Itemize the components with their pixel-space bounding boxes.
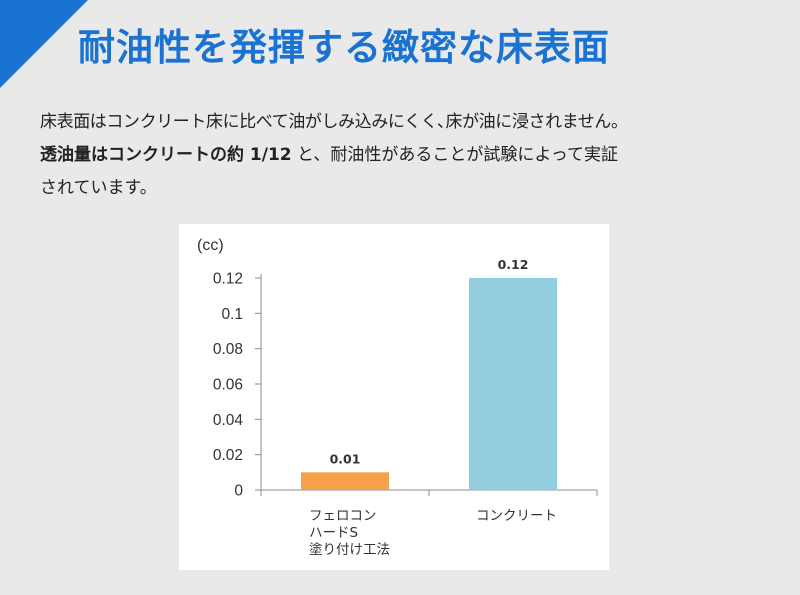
category-label: フェロコン: [309, 508, 377, 524]
y-tick-label: 0.1: [221, 306, 243, 323]
bar-chart: (cc) 0 0.02 0.04 0.06 0.08 0.1 0.12 0.01 フェロコンハード…: [197, 237, 598, 558]
category-label: ハードS: [309, 525, 358, 541]
description-line-2-rest: と、耐油性があることが試験によって実証: [291, 145, 618, 165]
y-tick-label: 0: [234, 483, 243, 500]
page-title: 耐油性を発揮する緻密な床表面: [78, 26, 610, 69]
y-tick-label: 0.02: [213, 447, 243, 464]
y-axis-unit: (cc): [197, 237, 224, 254]
description-line-1: 床表面はコンクリート床に比べて油がしみ込みにくく､床が油に浸されません。: [40, 112, 628, 132]
y-tick-label: 0.04: [213, 412, 244, 429]
corner-accent: [0, 0, 88, 88]
description-line-2: 透油量はコンクリートの約 1/12 と、耐油性があることが試験によって実証: [40, 145, 618, 165]
chart-card: (cc) 0 0.02 0.04 0.06 0.08 0.1 0.12 0.01 フェロコン ハード…: [179, 224, 609, 570]
bar: [469, 278, 557, 490]
description: 床表面はコンクリート床に比べて油がしみ込みにくく､床が油に浸されません。 透油量…: [40, 106, 785, 205]
category-label: 塗り付け工法: [309, 541, 390, 558]
description-line-3: されています。: [40, 178, 157, 198]
y-tick-label: 0.12: [213, 271, 243, 288]
bar: [301, 472, 389, 490]
y-tick-label: 0.06: [213, 377, 243, 394]
bar-data-label: 0.12: [498, 257, 529, 272]
y-tick-label: 0.08: [213, 341, 243, 358]
description-highlight: 透油量はコンクリートの約 1/12: [40, 145, 292, 165]
bar-data-label: 0.01: [330, 451, 361, 466]
category-label: コンクリート: [476, 508, 557, 524]
